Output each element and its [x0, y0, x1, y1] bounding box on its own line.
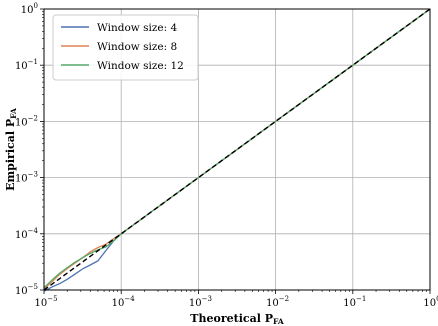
x-tick-label: 10−1 — [343, 295, 366, 309]
y-axis-label-main: Empirical P — [4, 119, 17, 191]
x-tick-label: 10−3 — [189, 295, 212, 309]
y-tick-label-exp: −5 — [28, 283, 38, 291]
y-tick-label: 10−5 — [15, 283, 38, 297]
y-tick-label-base: 10 — [15, 286, 28, 297]
y-axis-label: Empirical PFA — [4, 108, 18, 191]
x-tick-label: 100 — [423, 295, 438, 309]
x-tick-label-base: 10 — [343, 298, 356, 309]
x-axis-label-sub: FA — [273, 317, 284, 326]
y-tick-label: 10−4 — [15, 227, 39, 241]
x-tick-label: 10−5 — [34, 295, 57, 309]
x-tick-label-exp: −3 — [202, 295, 212, 303]
y-tick-label: 10−2 — [15, 114, 38, 128]
x-tick-label-exp: 0 — [436, 295, 438, 303]
x-tick-label-base: 10 — [34, 298, 47, 309]
x-tick-label-exp: −1 — [356, 295, 366, 303]
y-axis-label-sub: FA — [9, 108, 18, 119]
x-axis-label-main: Theoretical P — [190, 312, 273, 325]
y-tick-label-base: 10 — [15, 117, 28, 128]
y-tick-label: 10−1 — [15, 58, 38, 72]
legend-label-2: Window size: 8 — [97, 41, 177, 53]
y-tick-label-exp: −4 — [28, 227, 39, 235]
y-tick-label: 100 — [21, 2, 38, 16]
legend-box — [52, 14, 199, 81]
x-tick-label-base: 10 — [423, 298, 436, 309]
y-tick-label-exp: −3 — [28, 171, 38, 179]
axes-frame — [43, 8, 431, 291]
series-line-3 — [43, 8, 431, 289]
y-tick-label-base: 10 — [15, 174, 28, 185]
y-tick-label-base: 10 — [15, 61, 28, 72]
x-tick-label: 10−4 — [112, 295, 136, 309]
y-tick-label-exp: −2 — [28, 114, 38, 122]
legend-label-1: Window size: 4 — [97, 22, 177, 34]
y-tick-label: 10−3 — [15, 171, 38, 185]
x-tick-label-exp: −2 — [279, 295, 289, 303]
y-tick-label-exp: 0 — [34, 2, 38, 10]
x-tick-label-base: 10 — [112, 298, 125, 309]
x-tick-label-exp: −5 — [47, 295, 57, 303]
x-tick-label: 10−2 — [266, 295, 289, 309]
legend-label-3: Window size: 12 — [97, 60, 184, 72]
x-tick-label-base: 10 — [189, 298, 202, 309]
y-tick-label-base: 10 — [21, 5, 34, 16]
plot-lines — [43, 8, 431, 292]
legend: Window size: 4 Window size: 8 Window size:… — [52, 14, 199, 81]
tick-labels: 10−510−410−310−210−110010−510−410−310−21… — [15, 2, 438, 309]
y-tick-label-exp: −1 — [28, 58, 38, 66]
x-tick-label-base: 10 — [266, 298, 279, 309]
x-tick-label-exp: −4 — [124, 295, 135, 303]
x-axis-label: Theoretical PFA — [190, 312, 284, 326]
y-tick-label-base: 10 — [15, 230, 28, 241]
